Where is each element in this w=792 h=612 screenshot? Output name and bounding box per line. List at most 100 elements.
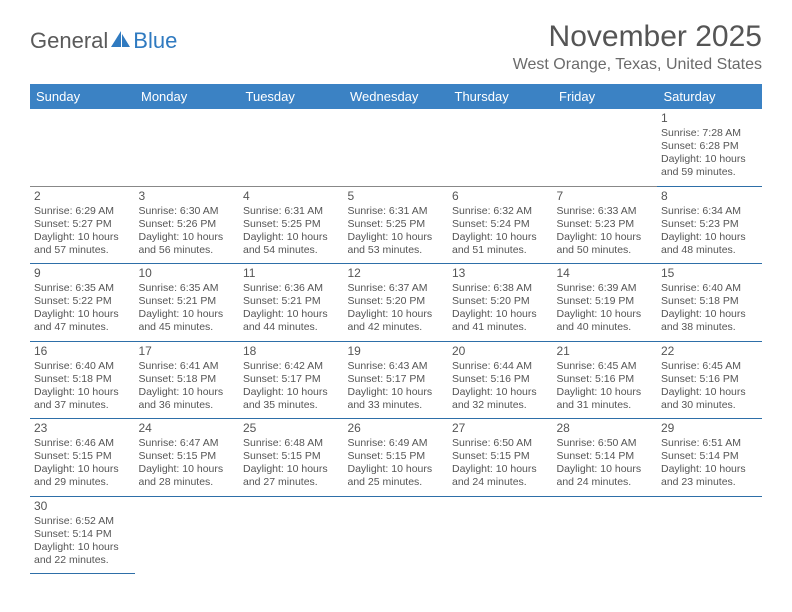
day-number: 25 (243, 421, 340, 435)
day-info: Sunrise: 6:50 AMSunset: 5:15 PMDaylight:… (452, 437, 549, 490)
day-info: Sunrise: 6:45 AMSunset: 5:16 PMDaylight:… (661, 360, 758, 413)
daylight-text: Daylight: 10 hours and 28 minutes. (139, 463, 236, 489)
sunrise-text: Sunrise: 6:51 AM (661, 437, 758, 450)
sunrise-text: Sunrise: 6:31 AM (348, 205, 445, 218)
sunset-text: Sunset: 5:15 PM (348, 450, 445, 463)
calendar-day-cell: 30Sunrise: 6:52 AMSunset: 5:14 PMDayligh… (30, 496, 135, 574)
day-number: 12 (348, 266, 445, 280)
day-info: Sunrise: 6:34 AMSunset: 5:23 PMDaylight:… (661, 205, 758, 258)
day-info: Sunrise: 6:51 AMSunset: 5:14 PMDaylight:… (661, 437, 758, 490)
day-info: Sunrise: 6:45 AMSunset: 5:16 PMDaylight:… (557, 360, 654, 413)
day-number: 7 (557, 189, 654, 203)
sunset-text: Sunset: 5:25 PM (243, 218, 340, 231)
day-number: 9 (34, 266, 131, 280)
daylight-text: Daylight: 10 hours and 59 minutes. (661, 153, 758, 179)
daylight-text: Daylight: 10 hours and 41 minutes. (452, 308, 549, 334)
sunrise-text: Sunrise: 6:39 AM (557, 282, 654, 295)
calendar-week-row: 1Sunrise: 7:28 AMSunset: 6:28 PMDaylight… (30, 109, 762, 186)
sunset-text: Sunset: 5:26 PM (139, 218, 236, 231)
day-info: Sunrise: 6:38 AMSunset: 5:20 PMDaylight:… (452, 282, 549, 335)
day-info: Sunrise: 6:40 AMSunset: 5:18 PMDaylight:… (661, 282, 758, 335)
day-info: Sunrise: 6:31 AMSunset: 5:25 PMDaylight:… (243, 205, 340, 258)
day-header: Monday (135, 84, 240, 109)
sunrise-text: Sunrise: 6:50 AM (557, 437, 654, 450)
sunset-text: Sunset: 6:28 PM (661, 140, 758, 153)
calendar-day-cell (344, 109, 449, 186)
sunset-text: Sunset: 5:21 PM (139, 295, 236, 308)
day-number: 8 (661, 189, 758, 203)
day-info: Sunrise: 7:28 AMSunset: 6:28 PMDaylight:… (661, 127, 758, 180)
calendar-day-cell: 26 Sunrise: 6:49 AMSunset: 5:15 PMDayligh… (344, 419, 449, 497)
sunrise-text: Sunrise: 6:30 AM (139, 205, 236, 218)
day-header: Saturday (657, 84, 762, 109)
day-info: Sunrise: 6:43 AMSunset: 5:17 PMDaylight:… (348, 360, 445, 413)
calendar-day-cell: 22Sunrise: 6:45 AMSunset: 5:16 PMDayligh… (657, 341, 762, 419)
page-header: General Blue November 2025 West Orange, … (30, 20, 762, 74)
logo-text-general: General (30, 28, 108, 54)
sunset-text: Sunset: 5:20 PM (452, 295, 549, 308)
day-number: 26 (348, 421, 445, 435)
sunrise-text: Sunrise: 6:49 AM (348, 437, 445, 450)
day-header-row: SundayMondayTuesdayWednesdayThursdayFrid… (30, 84, 762, 109)
sunrise-text: Sunrise: 6:52 AM (34, 515, 131, 528)
sunset-text: Sunset: 5:25 PM (348, 218, 445, 231)
sunrise-text: Sunrise: 6:29 AM (34, 205, 131, 218)
day-info: Sunrise: 6:31 AMSunset: 5:25 PMDaylight:… (348, 205, 445, 258)
sunset-text: Sunset: 5:17 PM (348, 373, 445, 386)
daylight-text: Daylight: 10 hours and 35 minutes. (243, 386, 340, 412)
calendar-day-cell (657, 496, 762, 574)
daylight-text: Daylight: 10 hours and 48 minutes. (661, 231, 758, 257)
day-header: Wednesday (344, 84, 449, 109)
calendar-day-cell: 18Sunrise: 6:42 AMSunset: 5:17 PMDayligh… (239, 341, 344, 419)
daylight-text: Daylight: 10 hours and 44 minutes. (243, 308, 340, 334)
day-number: 6 (452, 189, 549, 203)
calendar-day-cell: 7Sunrise: 6:33 AMSunset: 5:23 PMDaylight… (553, 186, 658, 264)
day-header: Tuesday (239, 84, 344, 109)
daylight-text: Daylight: 10 hours and 31 minutes. (557, 386, 654, 412)
calendar-day-cell (553, 496, 658, 574)
daylight-text: Daylight: 10 hours and 36 minutes. (139, 386, 236, 412)
calendar-day-cell: 29Sunrise: 6:51 AMSunset: 5:14 PMDayligh… (657, 419, 762, 497)
daylight-text: Daylight: 10 hours and 56 minutes. (139, 231, 236, 257)
calendar-day-cell: 2Sunrise: 6:29 AMSunset: 5:27 PMDaylight… (30, 186, 135, 264)
logo: General Blue (30, 28, 177, 54)
sunrise-text: Sunrise: 6:40 AM (661, 282, 758, 295)
day-number: 21 (557, 344, 654, 358)
sunset-text: Sunset: 5:14 PM (661, 450, 758, 463)
sunrise-text: Sunrise: 6:35 AM (139, 282, 236, 295)
daylight-text: Daylight: 10 hours and 53 minutes. (348, 231, 445, 257)
day-info: Sunrise: 6:39 AMSunset: 5:19 PMDaylight:… (557, 282, 654, 335)
day-number: 2 (34, 189, 131, 203)
calendar-day-cell (30, 109, 135, 186)
daylight-text: Daylight: 10 hours and 47 minutes. (34, 308, 131, 334)
daylight-text: Daylight: 10 hours and 50 minutes. (557, 231, 654, 257)
sunset-text: Sunset: 5:22 PM (34, 295, 131, 308)
calendar-day-cell: 16Sunrise: 6:40 AMSunset: 5:18 PMDayligh… (30, 341, 135, 419)
calendar-day-cell (239, 109, 344, 186)
calendar-day-cell: 1Sunrise: 7:28 AMSunset: 6:28 PMDaylight… (657, 109, 762, 186)
calendar-day-cell: 28Sunrise: 6:50 AMSunset: 5:14 PMDayligh… (553, 419, 658, 497)
calendar-day-cell: 12 Sunrise: 6:37 AMSunset: 5:20 PMDayligh… (344, 264, 449, 342)
calendar-week-row: 16Sunrise: 6:40 AMSunset: 5:18 PMDayligh… (30, 341, 762, 419)
logo-text-blue: Blue (133, 28, 177, 54)
daylight-text: Daylight: 10 hours and 25 minutes. (348, 463, 445, 489)
daylight-text: Daylight: 10 hours and 40 minutes. (557, 308, 654, 334)
calendar-day-cell: 19Sunrise: 6:43 AMSunset: 5:17 PMDayligh… (344, 341, 449, 419)
calendar-day-cell: 11Sunrise: 6:36 AMSunset: 5:21 PMDayligh… (239, 264, 344, 342)
sunset-text: Sunset: 5:20 PM (348, 295, 445, 308)
day-info: Sunrise: 6:44 AMSunset: 5:16 PMDaylight:… (452, 360, 549, 413)
day-number: 15 (661, 266, 758, 280)
day-header: Friday (553, 84, 658, 109)
calendar-day-cell (135, 109, 240, 186)
sunset-text: Sunset: 5:21 PM (243, 295, 340, 308)
sunrise-text: Sunrise: 6:45 AM (661, 360, 758, 373)
day-number: 10 (139, 266, 236, 280)
calendar-day-cell: 13Sunrise: 6:38 AMSunset: 5:20 PMDayligh… (448, 264, 553, 342)
daylight-text: Daylight: 10 hours and 30 minutes. (661, 386, 758, 412)
day-info: Sunrise: 6:37 AMSunset: 5:20 PMDaylight:… (348, 282, 445, 335)
logo-sail-icon (110, 28, 132, 54)
sunrise-text: Sunrise: 6:47 AM (139, 437, 236, 450)
sunset-text: Sunset: 5:27 PM (34, 218, 131, 231)
daylight-text: Daylight: 10 hours and 23 minutes. (661, 463, 758, 489)
calendar-day-cell: 14Sunrise: 6:39 AMSunset: 5:19 PMDayligh… (553, 264, 658, 342)
